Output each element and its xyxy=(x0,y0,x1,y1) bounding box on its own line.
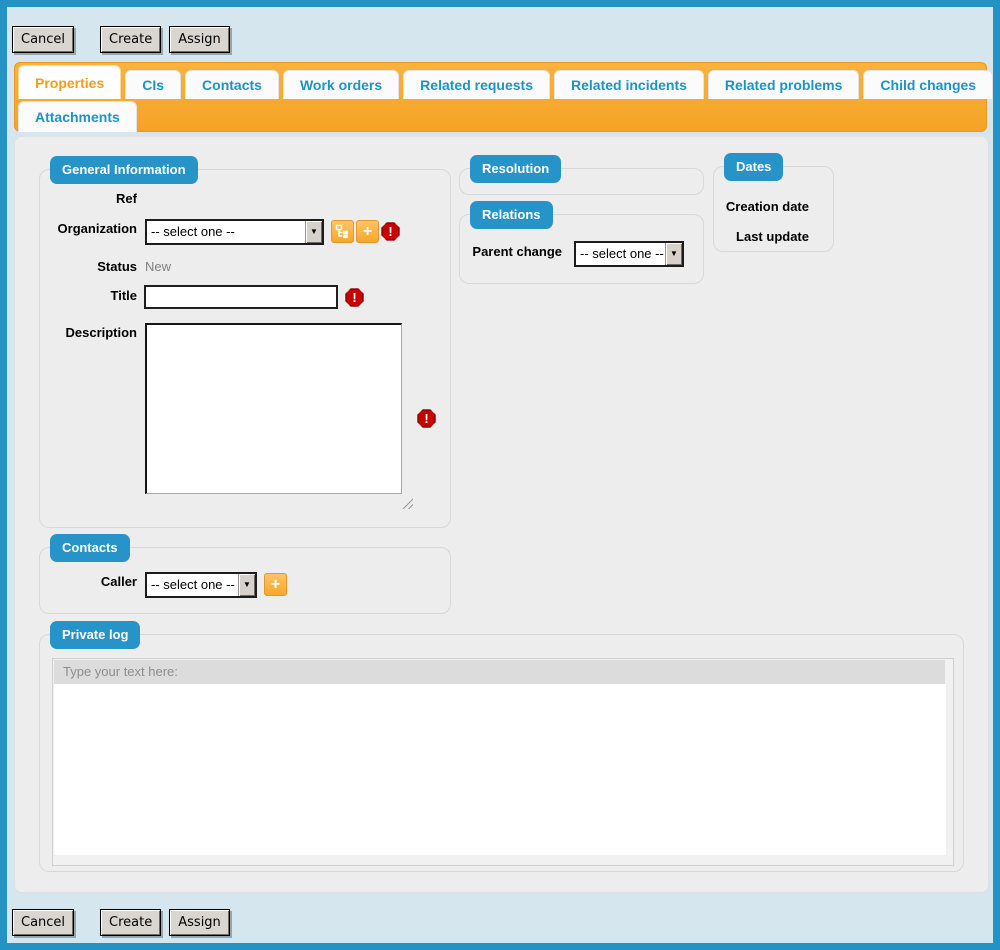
organization-select[interactable]: -- select one -- ▼ xyxy=(145,219,324,245)
tab-bar: Properties CIs Contacts Work orders Rela… xyxy=(14,62,994,132)
ref-label: Ref xyxy=(116,191,137,206)
resolution-section: Resolution xyxy=(459,155,704,195)
plus-icon: + xyxy=(362,222,373,240)
tab-cis[interactable]: CIs xyxy=(125,70,182,99)
dropdown-arrow-icon[interactable]: ▼ xyxy=(238,574,255,596)
description-error-icon: ! xyxy=(417,409,436,428)
page-canvas: Cancel Create Assign Properties CIs Cont… xyxy=(7,7,994,943)
tab-row-2: Attachments xyxy=(18,101,983,132)
toolbar-top: Cancel Create Assign xyxy=(12,26,230,53)
private-log-header: Type your text here: xyxy=(54,660,945,684)
resolution-legend: Resolution xyxy=(470,155,562,183)
parent-change-label: Parent change xyxy=(472,244,562,259)
general-information-section: General Information Ref Organization -- … xyxy=(39,156,451,528)
contacts-section: Contacts Caller -- select one -- ▼ + xyxy=(39,534,451,614)
organization-hierarchy-button[interactable] xyxy=(331,220,354,243)
organization-error-icon: ! xyxy=(381,222,400,241)
dropdown-arrow-icon[interactable]: ▼ xyxy=(305,221,322,243)
parent-change-select-value: -- select one -- xyxy=(580,246,664,261)
relations-section: Relations Parent change -- select one --… xyxy=(459,201,704,284)
dropdown-arrow-icon[interactable]: ▼ xyxy=(665,243,682,265)
create-button[interactable]: Create xyxy=(100,26,162,53)
private-log-editor: Type your text here: xyxy=(52,658,954,866)
add-caller-button[interactable]: + xyxy=(264,573,287,596)
cancel-button[interactable]: Cancel xyxy=(12,26,75,53)
caller-select-value: -- select one -- xyxy=(151,577,235,592)
tab-properties[interactable]: Properties xyxy=(18,65,122,99)
dates-section: Dates Creation date Last update xyxy=(713,153,834,252)
status-label: Status xyxy=(97,259,137,274)
parent-change-select[interactable]: -- select one -- ▼ xyxy=(574,241,684,267)
assign-button-bottom[interactable]: Assign xyxy=(169,909,230,936)
hierarchy-icon xyxy=(335,224,348,239)
private-log-legend: Private log xyxy=(50,621,141,649)
general-information-legend: General Information xyxy=(50,156,198,184)
tab-child-changes[interactable]: Child changes xyxy=(863,70,994,99)
tab-related-requests[interactable]: Related requests xyxy=(403,70,550,99)
tab-contacts[interactable]: Contacts xyxy=(185,70,279,99)
tab-related-incidents[interactable]: Related incidents xyxy=(554,70,704,99)
description-textarea[interactable] xyxy=(145,323,402,494)
tab-row-1: Properties CIs Contacts Work orders Rela… xyxy=(18,65,994,99)
tab-attachments[interactable]: Attachments xyxy=(18,101,137,132)
organization-select-value: -- select one -- xyxy=(151,224,235,239)
plus-icon: + xyxy=(270,575,281,593)
add-organization-button[interactable]: + xyxy=(356,220,379,243)
title-error-icon: ! xyxy=(345,288,364,307)
tab-work-orders[interactable]: Work orders xyxy=(282,70,400,99)
private-log-section: Private log Type your text here: xyxy=(39,621,964,872)
title-label: Title xyxy=(110,288,138,303)
description-label: Description xyxy=(65,325,137,340)
title-input[interactable] xyxy=(144,285,338,309)
caller-label: Caller xyxy=(100,574,137,589)
creation-date-label: Creation date xyxy=(725,199,809,214)
status-value: New xyxy=(145,259,172,274)
tab-related-problems[interactable]: Related problems xyxy=(707,70,860,99)
relations-legend: Relations xyxy=(470,201,553,229)
content-panel: General Information Ref Organization -- … xyxy=(14,136,989,893)
last-update-label: Last update xyxy=(736,229,809,244)
dates-legend: Dates xyxy=(724,153,784,181)
assign-button[interactable]: Assign xyxy=(169,26,230,53)
create-button-bottom[interactable]: Create xyxy=(100,909,162,936)
resize-handle-icon[interactable] xyxy=(402,498,413,509)
cancel-button-bottom[interactable]: Cancel xyxy=(12,909,75,936)
organization-label: Organization xyxy=(57,221,137,236)
contacts-legend: Contacts xyxy=(50,534,130,562)
toolbar-bottom: Cancel Create Assign xyxy=(12,909,230,936)
caller-select[interactable]: -- select one -- ▼ xyxy=(145,572,257,598)
private-log-textarea[interactable] xyxy=(54,684,946,855)
